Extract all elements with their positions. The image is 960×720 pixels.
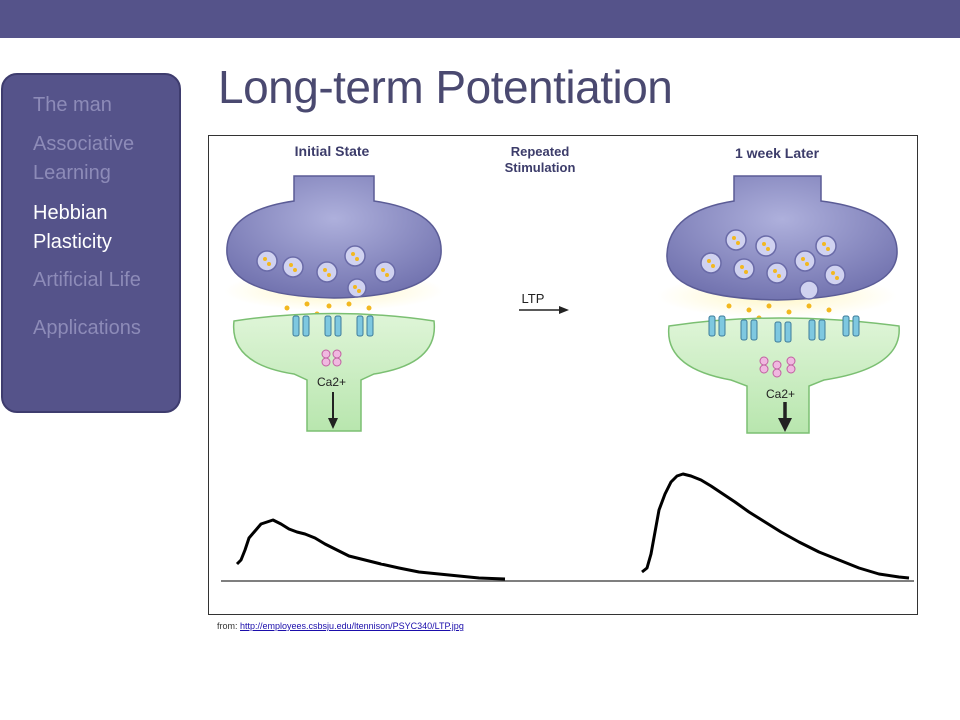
vesicles-right bbox=[700, 229, 846, 300]
synapse-diagram: Initial State Repeated Stimulation 1 wee… bbox=[221, 143, 914, 582]
initial-synapse: Ca2+ bbox=[224, 175, 444, 432]
ltp-figure: Initial State Repeated Stimulation 1 wee… bbox=[208, 135, 918, 615]
epsp-trace-initial bbox=[235, 518, 506, 581]
repeated-label-line2: Stimulation bbox=[505, 160, 576, 175]
receptors-left bbox=[292, 315, 374, 337]
later-synapse: Ca2+ bbox=[657, 175, 900, 434]
ltp-label: LTP bbox=[522, 291, 545, 306]
credit-link[interactable]: http://employees.csbsju.edu/ltennison/PS… bbox=[240, 621, 464, 631]
vesicles-left bbox=[256, 245, 396, 298]
postsynaptic-spine-left bbox=[232, 312, 436, 432]
image-credit: from: http://employees.csbsju.edu/ltenni… bbox=[217, 621, 464, 631]
nav-item-artificial-life[interactable]: Artificial Life bbox=[33, 269, 141, 291]
calcium-label-right: Ca2+ bbox=[766, 387, 795, 401]
credit-prefix: from: bbox=[217, 621, 241, 631]
top-band bbox=[0, 0, 960, 38]
epsp-trace-later bbox=[641, 472, 910, 580]
nav-item-applications[interactable]: Applications bbox=[33, 317, 141, 339]
nav-panel: The man Associative Learning Hebbian Pla… bbox=[1, 73, 181, 413]
postsynaptic-spine-right bbox=[667, 317, 900, 434]
repeated-label-line1: Repeated bbox=[511, 144, 570, 159]
nav-item-hebbian-plasticity[interactable]: Hebbian Plasticity bbox=[33, 202, 112, 253]
nav-item-associative-learning[interactable]: Associative Learning bbox=[33, 133, 135, 184]
page-title: Long-term Potentiation bbox=[218, 61, 673, 113]
later-label: 1 week Later bbox=[735, 145, 820, 161]
initial-state-label: Initial State bbox=[295, 143, 370, 159]
calcium-label-left: Ca2+ bbox=[317, 375, 346, 389]
receptors-right bbox=[708, 315, 860, 343]
nav-item-the-man[interactable]: The man bbox=[33, 94, 112, 116]
ltp-arrow: LTP bbox=[519, 291, 569, 314]
